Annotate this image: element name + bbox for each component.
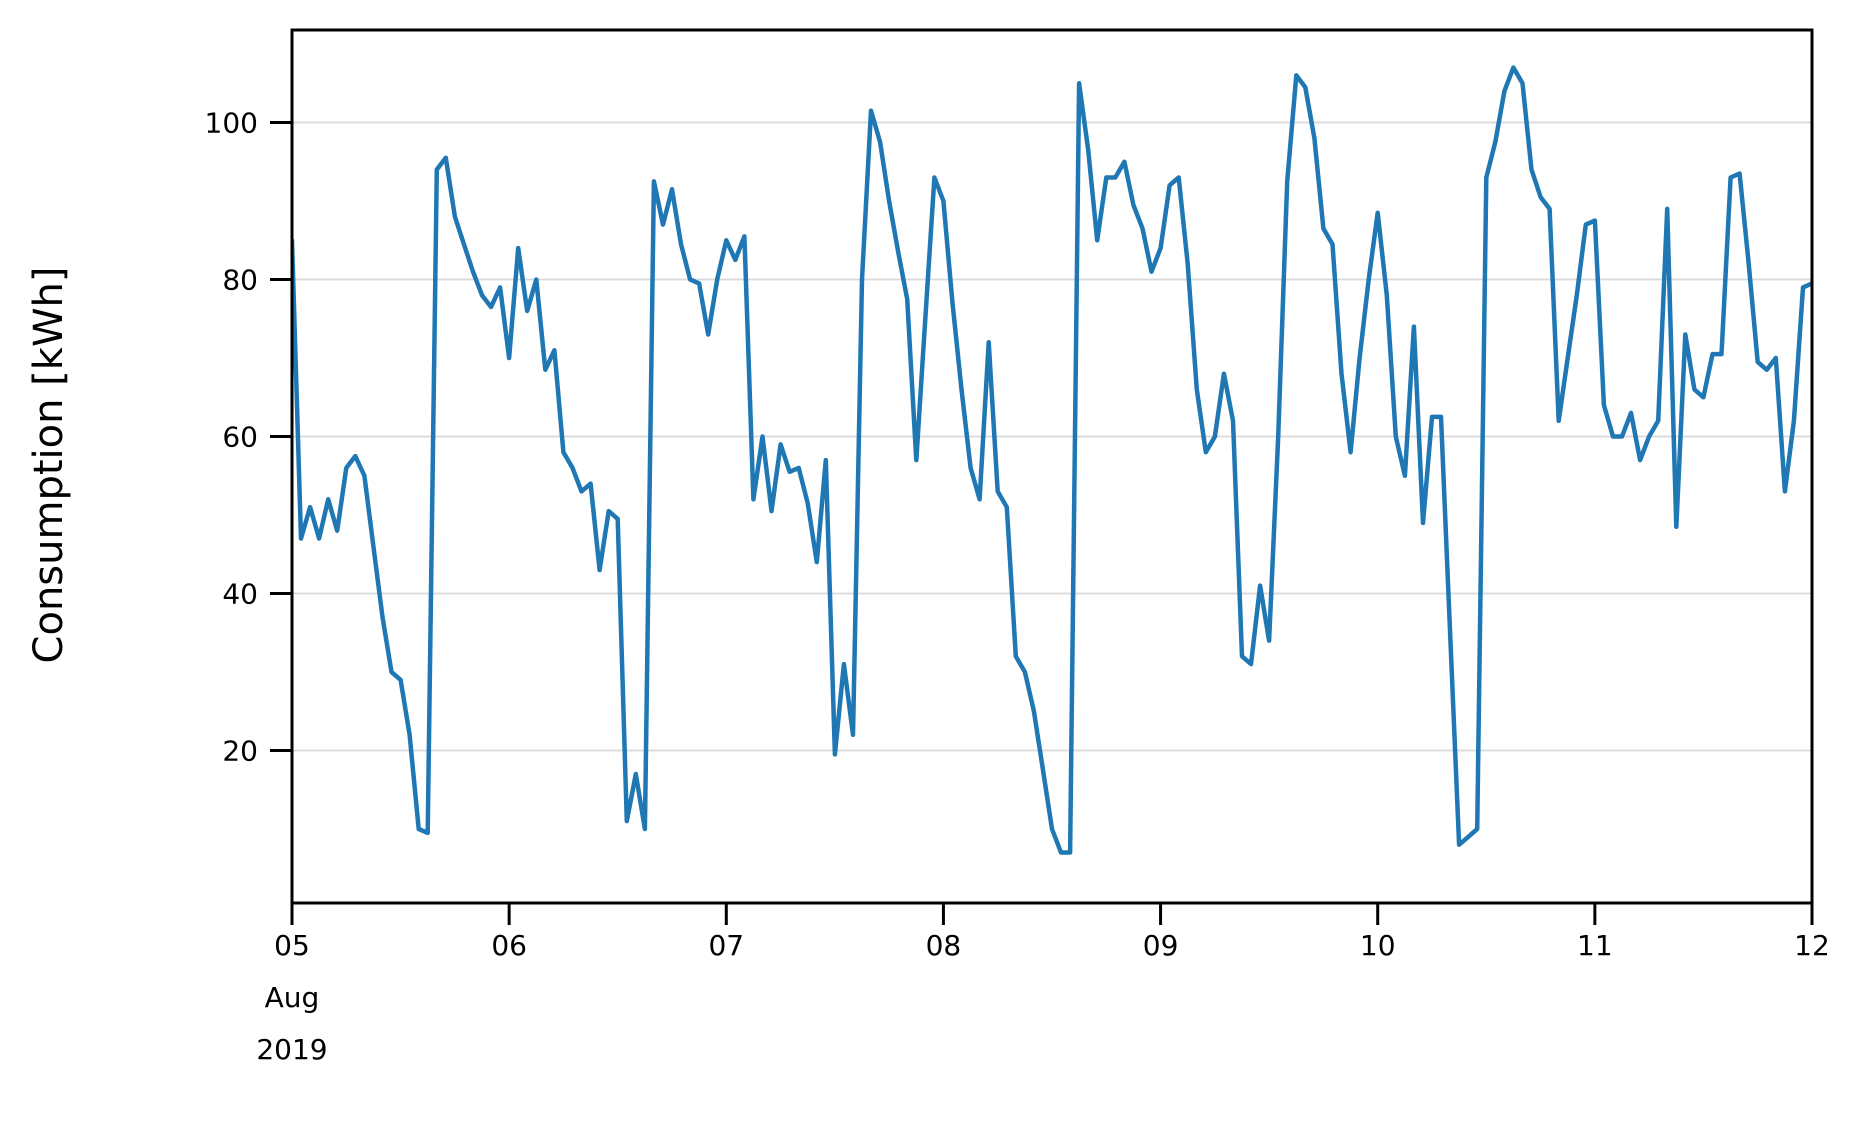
axes-frame [290, 28, 1814, 905]
y-tick-label: 100 [205, 107, 258, 140]
x-tick-label: 07 [708, 929, 744, 962]
y-axis-title: Consumption [kWh] [26, 267, 72, 664]
y-axis-ticks [270, 121, 292, 752]
y-axis-tick-labels: 20 40 60 80 100 [205, 107, 258, 768]
x-tick-label: 06 [491, 929, 527, 962]
y-tick-label: 60 [222, 421, 258, 454]
x-axis-tick-labels: 05 Aug 2019 06 07 08 09 10 11 12 [256, 929, 1829, 1066]
x-tick-label: 10 [1360, 929, 1396, 962]
y-tick-label: 80 [222, 264, 258, 297]
x-tick-sublabel: Aug [265, 981, 320, 1014]
x-tick-label: 11 [1577, 929, 1613, 962]
x-tick-label: 09 [1143, 929, 1179, 962]
x-tick-sublabel: 2019 [256, 1033, 327, 1066]
consumption-line-series [292, 65, 1812, 855]
y-tick-label: 20 [222, 735, 258, 768]
x-axis-ticks [290, 903, 1814, 925]
x-tick-label: 08 [926, 929, 962, 962]
x-tick-label: 05 [274, 929, 310, 962]
x-tick-label: 12 [1794, 929, 1830, 962]
y-gridlines [292, 121, 1812, 752]
y-tick-label: 40 [222, 578, 258, 611]
